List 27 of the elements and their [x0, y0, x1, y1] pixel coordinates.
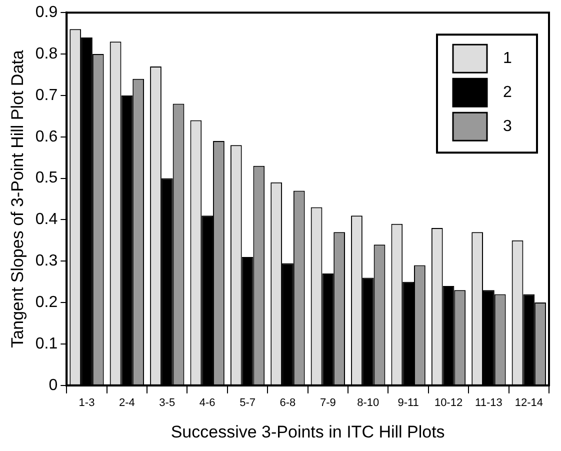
x-tick-label: 8-10	[357, 397, 380, 410]
legend-label: 3	[503, 118, 512, 136]
x-tick-label: 1-3	[78, 397, 95, 410]
x-tick-label: 2-4	[118, 397, 135, 410]
x-tick-label: 10-12	[434, 397, 463, 410]
y-tick-label: 0.7	[35, 86, 58, 104]
x-tick-label: 6-8	[280, 397, 296, 410]
y-tick-label: 0.3	[35, 252, 58, 270]
legend-label: 2	[503, 84, 512, 102]
y-tick-label: 0.1	[35, 335, 58, 352]
y-tick-label: 0.6	[35, 128, 58, 146]
y-axis-title: Tangent Slopes of 3-Point Hill Plot Data	[8, 50, 27, 348]
x-tick-label: 12-14	[514, 397, 543, 410]
y-tick-label: 0.9	[35, 4, 58, 22]
y-tick-label: 0.8	[35, 45, 58, 62]
x-axis-title: Successive 3-Points in ITC Hill Plots	[170, 422, 445, 442]
y-tick-label: 0	[48, 376, 58, 394]
x-tick-label: 7-9	[320, 397, 336, 410]
x-tick-label: 4-6	[199, 397, 216, 410]
x-tick-label: 11-13	[475, 397, 502, 410]
y-tick-label: 0.2	[35, 294, 58, 311]
x-tick-label: 3-5	[159, 397, 176, 410]
y-tick-label: 0.4	[35, 211, 58, 228]
x-tick-label: 9-11	[398, 397, 419, 410]
x-tick-label: 5-7	[240, 397, 256, 410]
y-tick-label: 0.5	[35, 170, 58, 187]
legend-label: 1	[503, 50, 512, 68]
